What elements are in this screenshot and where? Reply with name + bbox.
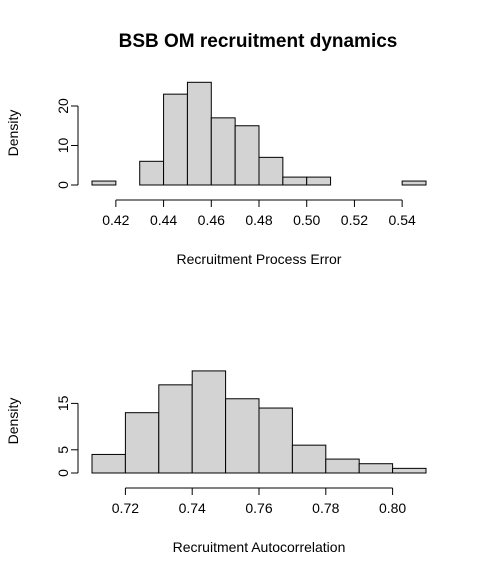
x-tick-label: 0.46 xyxy=(198,212,225,228)
y-tick-label: 20 xyxy=(55,98,71,114)
x-tick-label: 0.44 xyxy=(150,212,177,228)
y-axis-label: Density xyxy=(5,110,21,157)
histogram-bar xyxy=(358,463,394,474)
histogram-bar xyxy=(258,156,284,186)
histogram-bar xyxy=(186,81,212,186)
x-tick-label: 0.80 xyxy=(379,500,406,516)
x-tick-label: 0.48 xyxy=(245,212,272,228)
histogram-bar xyxy=(158,384,193,474)
x-tick-label: 0.72 xyxy=(112,500,139,516)
histogram-bar xyxy=(210,117,236,186)
histogram-bar xyxy=(401,180,427,186)
x-tick-label: 0.42 xyxy=(102,212,129,228)
x-tick-label: 0.78 xyxy=(312,500,339,516)
histogram-bar xyxy=(258,407,293,474)
x-tick-label: 0.52 xyxy=(341,212,368,228)
histogram-bar xyxy=(191,370,227,474)
histogram-bar xyxy=(139,160,165,186)
histogram-bar xyxy=(291,444,327,474)
y-tick-label: 0 xyxy=(55,181,71,189)
histogram-bar xyxy=(163,93,188,186)
histogram-bar xyxy=(225,398,260,474)
histogram-bar xyxy=(124,412,160,474)
x-tick-label: 0.54 xyxy=(389,212,416,228)
histogram-bar xyxy=(392,467,427,474)
chart-title: BSB OM recruitment dynamics xyxy=(119,31,398,52)
y-tick-label: 10 xyxy=(55,138,71,154)
histogram-panel-autocorrelation: Density Recruitment Autocorrelation 0.72… xyxy=(5,370,427,555)
y-tick-label: 0 xyxy=(55,469,71,477)
histogram-bar xyxy=(325,458,360,474)
x-axis-label: Recruitment Autocorrelation xyxy=(173,539,346,555)
histogram-bar xyxy=(234,125,260,186)
y-tick-label: 5 xyxy=(55,446,71,454)
x-tick-label: 0.76 xyxy=(245,500,272,516)
x-axis-label: Recruitment Process Error xyxy=(177,251,342,267)
histogram-bar xyxy=(306,176,332,186)
histogram-bar xyxy=(282,176,308,186)
y-tick-label: 15 xyxy=(55,395,71,411)
y-axis-label: Density xyxy=(5,398,21,445)
x-tick-label: 0.50 xyxy=(293,212,320,228)
histogram-panel-process-error: Density Recruitment Process Error 0.42 0.… xyxy=(5,81,427,267)
x-tick-label: 0.74 xyxy=(179,500,206,516)
histogram-bar xyxy=(91,180,117,186)
histogram-bar xyxy=(91,453,126,474)
